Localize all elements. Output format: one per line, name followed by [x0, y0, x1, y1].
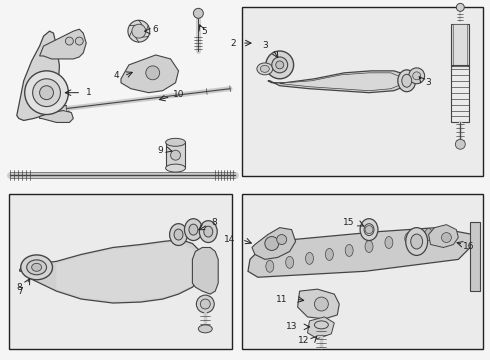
Circle shape: [146, 66, 160, 80]
Circle shape: [409, 68, 425, 84]
Ellipse shape: [411, 234, 422, 249]
Ellipse shape: [325, 248, 333, 260]
Polygon shape: [308, 317, 334, 339]
Polygon shape: [17, 31, 70, 122]
Ellipse shape: [405, 233, 413, 244]
Polygon shape: [252, 228, 295, 260]
Circle shape: [277, 235, 287, 244]
Polygon shape: [268, 71, 409, 93]
Circle shape: [455, 139, 466, 149]
Text: 3: 3: [426, 78, 432, 87]
Ellipse shape: [170, 224, 188, 246]
Polygon shape: [121, 55, 178, 93]
Ellipse shape: [286, 256, 294, 268]
Circle shape: [75, 37, 83, 45]
Polygon shape: [297, 289, 339, 319]
Ellipse shape: [315, 321, 328, 329]
Ellipse shape: [398, 70, 416, 92]
Ellipse shape: [364, 224, 374, 235]
Ellipse shape: [365, 240, 373, 252]
Polygon shape: [280, 73, 405, 91]
Text: 16: 16: [463, 242, 474, 251]
Polygon shape: [193, 247, 218, 294]
Text: 5: 5: [201, 27, 207, 36]
Polygon shape: [470, 222, 480, 291]
Circle shape: [276, 61, 284, 69]
Text: 14: 14: [224, 235, 235, 244]
Text: 8: 8: [211, 218, 217, 227]
Text: 4: 4: [113, 71, 119, 80]
Ellipse shape: [402, 74, 412, 87]
Bar: [9, 194, 232, 349]
Ellipse shape: [198, 325, 212, 333]
Circle shape: [24, 71, 69, 114]
Text: 9: 9: [157, 146, 163, 155]
Circle shape: [40, 86, 53, 100]
Bar: [166, 142, 185, 168]
Polygon shape: [248, 228, 473, 277]
Circle shape: [413, 72, 420, 80]
Ellipse shape: [360, 219, 378, 240]
Ellipse shape: [166, 138, 185, 146]
Polygon shape: [56, 242, 202, 301]
Circle shape: [315, 297, 328, 311]
Circle shape: [128, 20, 150, 42]
Bar: [242, 194, 483, 349]
Circle shape: [272, 57, 288, 73]
Ellipse shape: [406, 228, 428, 255]
Bar: [451, 24, 469, 66]
Circle shape: [132, 24, 146, 38]
Circle shape: [200, 299, 210, 309]
Ellipse shape: [425, 229, 433, 240]
Ellipse shape: [199, 221, 217, 243]
Ellipse shape: [306, 252, 314, 264]
Text: 15: 15: [343, 218, 354, 227]
Ellipse shape: [21, 255, 52, 280]
Ellipse shape: [26, 260, 47, 275]
Text: 12: 12: [298, 336, 310, 345]
Text: 8: 8: [16, 283, 22, 292]
Circle shape: [65, 37, 74, 45]
Bar: [451, 65, 469, 122]
Circle shape: [266, 51, 294, 79]
Ellipse shape: [204, 226, 213, 237]
Ellipse shape: [260, 66, 270, 72]
Ellipse shape: [174, 229, 183, 240]
Text: 7: 7: [17, 287, 23, 296]
Polygon shape: [429, 225, 458, 247]
Text: 3: 3: [262, 41, 268, 50]
Ellipse shape: [32, 264, 42, 271]
Circle shape: [441, 233, 451, 243]
Ellipse shape: [166, 164, 185, 172]
Text: 6: 6: [153, 25, 159, 34]
Ellipse shape: [345, 244, 353, 256]
Text: 10: 10: [173, 90, 184, 99]
Ellipse shape: [189, 224, 198, 235]
Bar: [242, 7, 483, 176]
Text: 11: 11: [276, 294, 288, 303]
Text: 2: 2: [230, 39, 236, 48]
Circle shape: [365, 226, 373, 234]
Polygon shape: [40, 111, 74, 122]
Circle shape: [196, 295, 214, 313]
Text: 13: 13: [286, 322, 297, 331]
Ellipse shape: [257, 63, 273, 75]
Text: 1: 1: [86, 88, 92, 97]
Polygon shape: [20, 239, 205, 303]
Circle shape: [456, 3, 465, 11]
Circle shape: [194, 8, 203, 18]
Circle shape: [265, 237, 279, 251]
Circle shape: [33, 79, 60, 107]
Ellipse shape: [184, 219, 202, 240]
Ellipse shape: [385, 237, 393, 248]
Polygon shape: [40, 29, 86, 59]
Circle shape: [171, 150, 180, 160]
Ellipse shape: [266, 260, 274, 272]
Bar: [453, 24, 467, 66]
